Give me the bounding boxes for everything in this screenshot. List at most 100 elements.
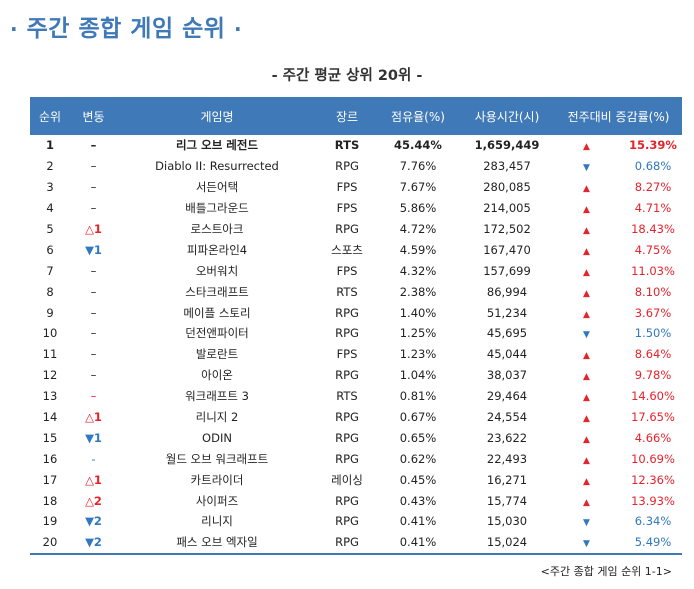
weekly-change-value: 18.43% — [631, 222, 675, 236]
genre-cell: FPS — [336, 201, 358, 216]
weekly-change-value: 11.03% — [631, 263, 675, 278]
col-header-game-name: 게임명 — [117, 97, 317, 135]
genre-cell: 스포츠 — [331, 242, 363, 257]
hours-cell: 15,030 — [486, 514, 528, 529]
table-row: 7 – 오버워치 FPS 4.32% 157,699 ▲ 11.03% — [30, 260, 682, 281]
weekly-change-cell: ▲ 4.66% — [555, 427, 682, 448]
col-header-change: 변동 — [70, 97, 117, 135]
triangle-up-icon: ▲ — [583, 434, 590, 445]
genre-cell: RPG — [335, 368, 359, 383]
hours-cell: 45,044 — [486, 347, 528, 362]
weekly-change-cell: ▲ 13.93% — [555, 490, 682, 511]
game-name-cell: 서든어택 — [195, 180, 239, 195]
rank-change-cell: ▼1 — [85, 242, 102, 257]
weekly-change-value: 5.49% — [634, 535, 672, 550]
genre-cell: RPG — [335, 514, 359, 529]
hours-cell: 23,622 — [486, 430, 528, 445]
rank-cell: 3 — [46, 180, 54, 195]
triangle-up-icon: ▲ — [583, 497, 590, 508]
col-header-hours: 사용시간(시) — [459, 97, 555, 135]
weekly-change-value: 13.93% — [631, 493, 675, 508]
share-cell: 0.65% — [399, 430, 437, 445]
page-subtitle: - 주간 평균 상위 20위 - — [271, 68, 423, 84]
hours-cell: 15,774 — [486, 493, 528, 508]
share-cell: 7.67% — [399, 180, 437, 195]
weekly-change-cell: ▲ 14.60% — [555, 386, 682, 407]
rank-change-cell: ▼2 — [85, 514, 102, 529]
game-name-cell: 월드 오브 워크래프트 — [165, 451, 269, 466]
weekly-change-value: 9.78% — [634, 368, 672, 383]
table-row: 11 – 발로란트 FPS 1.23% 45,044 ▲ 8.64% — [30, 344, 682, 365]
weekly-change-cell: ▼ 0.68% — [555, 156, 682, 177]
share-cell: 1.25% — [399, 326, 437, 341]
rank-change-cell: △1 — [85, 472, 102, 487]
weekly-change-cell: ▲ 9.78% — [555, 365, 682, 386]
table-header-row: 순위 변동 게임명 장르 점유율(%) 사용시간(시) 전주대비 증감률(%) — [30, 97, 682, 135]
hours-cell: 15,024 — [459, 531, 555, 555]
share-cell: 4.72% — [399, 222, 437, 236]
weekly-change-value: 14.60% — [631, 389, 675, 404]
game-name-cell: ODIN — [202, 430, 232, 445]
game-name-cell: Diablo II: Resurrected — [155, 159, 279, 174]
share-cell: 4.32% — [399, 263, 437, 278]
table-caption: <주간 종합 게임 순위 1-1> — [540, 565, 672, 578]
ranking-table: 순위 변동 게임명 장르 점유율(%) 사용시간(시) 전주대비 증감률(%) … — [30, 97, 682, 555]
hours-cell: 172,502 — [483, 222, 531, 236]
hours-cell: 1,659,449 — [474, 138, 540, 153]
title-dot-left: · — [10, 17, 19, 41]
genre-cell: RTS — [336, 284, 358, 299]
weekly-change-cell: ▼ 5.49% — [555, 531, 682, 555]
triangle-up-icon: ▲ — [583, 351, 590, 362]
table-row: 13 – 워크래프트 3 RTS 0.81% 29,464 ▲ 14.60% — [30, 386, 682, 407]
weekly-change-cell: ▲ 3.67% — [555, 302, 682, 323]
triangle-up-icon: ▲ — [583, 267, 590, 278]
game-name-cell: 로스트아크 — [190, 222, 244, 236]
table-row: 20 ▼2 패스 오브 엑자일 RPG 0.41% 15,024 ▼ 5.49% — [30, 531, 682, 555]
weekly-change-cell: ▲ 4.71% — [555, 198, 682, 219]
game-name-cell: 리니지 — [201, 514, 233, 529]
table-row: 14 △1 리니지 2 RPG 0.67% 24,554 ▲ 17.65% — [30, 407, 682, 428]
triangle-up-icon: ▲ — [583, 309, 590, 320]
weekly-change-cell: ▲ 8.64% — [555, 344, 682, 365]
weekly-change-value: 12.36% — [631, 472, 675, 487]
rank-change-cell: – — [90, 159, 97, 174]
weekly-change-cell: ▲ 18.43% — [555, 219, 682, 240]
table-row: 10 – 던전앤파이터 RPG 1.25% 45,695 ▼ 1.50% — [30, 323, 682, 344]
col-header-weekly-change: 전주대비 증감률(%) — [555, 97, 682, 135]
share-cell: 1.04% — [399, 368, 437, 383]
triangle-up-icon: ▲ — [583, 246, 590, 257]
table-row: 15 ▼1 ODIN RPG 0.65% 23,622 ▲ 4.66% — [30, 427, 682, 448]
genre-cell: RPG — [335, 430, 359, 445]
weekly-change-value: 1.50% — [634, 326, 672, 341]
ranking-table-body: 1 – 리그 오브 레전드 RTS 45.44% 1,659,449 ▲ 15.39% 2 – Di… — [30, 135, 682, 555]
rank-change-cell: – — [90, 305, 97, 320]
weekly-change-cell: ▲ 10.69% — [555, 448, 682, 469]
rank-cell: 15 — [42, 430, 58, 445]
table-row: 6 ▼1 피파온라인4 스포츠 4.59% 167,470 ▲ 4.75% — [30, 239, 682, 260]
hours-cell: 86,994 — [486, 284, 528, 299]
rank-change-cell: △1 — [85, 410, 102, 425]
triangle-up-icon: ▲ — [583, 455, 590, 466]
triangle-down-icon: ▼ — [583, 330, 590, 341]
share-cell: 1.23% — [399, 347, 437, 362]
weekly-change-value: 15.39% — [629, 138, 677, 153]
rank-cell: 13 — [42, 389, 58, 404]
rank-cell: 17 — [42, 472, 58, 487]
rank-change-cell: - — [91, 451, 96, 466]
genre-cell: FPS — [336, 347, 358, 362]
weekly-change-cell: ▲ 8.27% — [555, 177, 682, 198]
rank-change-cell: – — [90, 180, 97, 195]
game-name-cell: 오버워치 — [195, 263, 239, 278]
table-row: 17 △1 카트라이더 레이싱 0.45% 16,271 ▲ 12.36% — [30, 469, 682, 490]
weekly-change-value: 6.34% — [634, 514, 672, 529]
hours-cell: 24,554 — [486, 410, 528, 425]
title-text: 주간 종합 게임 순위 — [26, 16, 226, 42]
rank-cell: 16 — [42, 451, 58, 466]
genre-cell: RTS — [334, 138, 360, 153]
table-row: 18 △2 사이퍼즈 RPG 0.43% 15,774 ▲ 13.93% — [30, 490, 682, 511]
genre-cell: RPG — [335, 326, 359, 341]
game-name-cell: 패스 오브 엑자일 — [117, 531, 317, 555]
game-name-cell: 배틀그라운드 — [185, 201, 249, 216]
col-header-genre: 장르 — [317, 97, 377, 135]
table-row: 19 ▼2 리니지 RPG 0.41% 15,030 ▼ 6.34% — [30, 511, 682, 532]
